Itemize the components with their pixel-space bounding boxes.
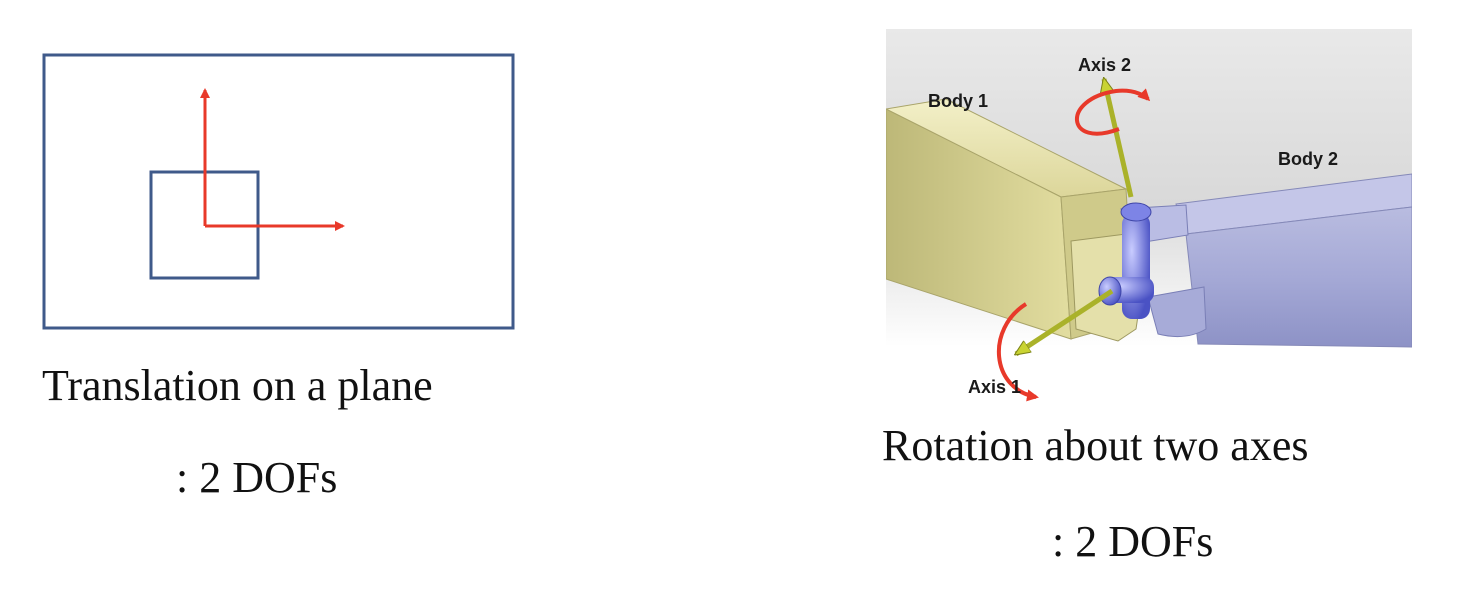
- left-caption-line2: : 2 DOFs: [176, 456, 337, 500]
- axis1-label: Axis 1: [968, 377, 1021, 397]
- plane-frame: [44, 55, 513, 328]
- universal-joint-figure: Body 1 Body 2 Axis 2 Axis 1: [886, 29, 1412, 405]
- axis2-label: Axis 2: [1078, 55, 1131, 75]
- right-caption-line1: Rotation about two axes: [882, 424, 1309, 468]
- translation-diagram: [0, 0, 560, 340]
- body1-label: Body 1: [928, 91, 988, 111]
- left-caption-line1: Translation on a plane: [42, 364, 433, 408]
- right-caption-line2: : 2 DOFs: [1052, 520, 1213, 564]
- body2-label: Body 2: [1278, 149, 1338, 169]
